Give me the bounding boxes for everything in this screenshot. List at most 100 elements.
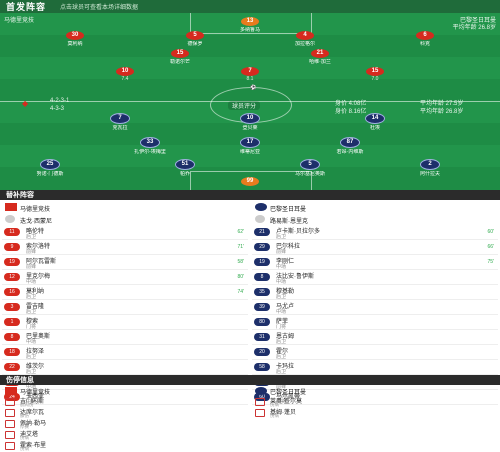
lineup-header: 首发阵容 点击球员可查看本场详细数据 xyxy=(0,0,500,13)
sub-player-row[interactable]: 39 马尤卢 中场 xyxy=(252,300,498,315)
player-name: 恩古姆 xyxy=(276,334,295,340)
injury-reason: 伤病 xyxy=(270,402,279,407)
home-coach-row[interactable]: 迭戈·西蒙尼 xyxy=(2,213,248,225)
sub-player-row[interactable]: 21 卢卡斯·贝拉尔多 后卫 60' xyxy=(252,225,498,240)
home-crest-icon xyxy=(5,387,17,395)
player-top-gk[interactable]: 13 多纳鲁马 xyxy=(220,17,280,33)
injury-reason: 伤病 xyxy=(270,413,279,418)
injury-row[interactable]: 达席尔瓦 膝伤 xyxy=(2,407,248,418)
sub-player-row[interactable]: 9 索尔洛特 前锋 71' xyxy=(2,240,248,255)
sub-player-row[interactable]: 18 拉努泽 后卫 xyxy=(2,345,248,360)
sub-player-row[interactable]: 8 法比安·鲁伊斯 中场 xyxy=(252,270,498,285)
player-position: 中场 xyxy=(26,279,37,285)
player-position: 中场 xyxy=(276,264,287,270)
home-formation: 4-2-3-1 xyxy=(50,98,70,104)
sub-player-row[interactable]: 31 恩古姆 后卫 xyxy=(252,330,498,345)
home-team-name: 马德里竞技 xyxy=(4,18,35,24)
player-name: 加拉格尔 xyxy=(294,41,315,47)
player-name: 拉努泽 xyxy=(26,349,45,355)
player-name: 索尔洛特 xyxy=(26,244,51,250)
player-number: 7 xyxy=(110,113,130,124)
player-name: 登贝莱 xyxy=(242,125,258,131)
sub-player-row[interactable]: 58 卡玛拉 后卫 xyxy=(252,360,498,375)
player-position: 后卫 xyxy=(26,354,37,360)
player-away-1[interactable]: 10 登贝莱 xyxy=(220,113,280,131)
player-position: 前锋 xyxy=(276,249,287,255)
player-position: 后卫 xyxy=(26,234,37,240)
injury-row[interactable]: 佩纳·勒马 停赛 xyxy=(2,418,248,429)
player-name: 莫利纳 xyxy=(67,41,83,47)
sub-player-row[interactable]: 1 穆索 门将 xyxy=(2,315,248,330)
player-number: 99 xyxy=(241,177,259,186)
player-home-7[interactable]: 10 7.4 xyxy=(95,67,155,82)
player-home-5[interactable]: 15 勒诺尔芒 xyxy=(150,49,210,65)
injury-row[interactable]: 基姆·蓬贝 伤病 xyxy=(252,407,498,418)
player-away-4[interactable]: 33 扎伊尔-埃梅里 xyxy=(120,137,180,155)
player-away-6[interactable]: 87 若昂·内维斯 xyxy=(320,137,380,155)
player-name: 德保罗 xyxy=(187,41,203,47)
injuries-section-header: 伤停信息 xyxy=(0,375,500,385)
sub-player-row[interactable]: 24 卡西亚 中场 xyxy=(2,390,248,405)
player-home-8[interactable]: 7 8.1 xyxy=(220,67,280,82)
player-name: 阿什拉夫 xyxy=(419,171,440,177)
player-number: 3 xyxy=(4,303,20,311)
injury-row[interactable]: 吉门内斯 肌肉伤 xyxy=(2,396,248,407)
player-name: 维茨尔 xyxy=(26,364,45,370)
sub-player-row[interactable]: 19 阿尔瓦雷斯 前锋 58' xyxy=(2,255,248,270)
injury-reason: 伤病 xyxy=(20,446,29,451)
sub-player-row[interactable]: 12 里克尔梅 中场 80' xyxy=(2,270,248,285)
player-name: 穆基勒 xyxy=(276,289,295,295)
sub-player-row[interactable]: 19 李刚仁 中场 75' xyxy=(252,255,498,270)
player-position: 后卫 xyxy=(26,309,37,315)
player-bottom-gk[interactable]: 99 xyxy=(220,177,280,186)
player-name: 霍尔 xyxy=(276,349,289,355)
player-home-6[interactable]: 21 哈维·加兰 xyxy=(290,49,350,65)
player-number: 22 xyxy=(4,363,20,371)
sub-player-row[interactable]: 11 略伦特 后卫 62' xyxy=(2,225,248,240)
player-number: 8 xyxy=(254,273,270,281)
sub-time: 62' xyxy=(237,229,244,235)
player-away-9[interactable]: 5 马尔基尼奥斯 xyxy=(280,159,340,177)
sub-player-row[interactable]: 16 莫利纳 后卫 74' xyxy=(2,285,248,300)
sub-player-row[interactable]: 35 穆基勒 后卫 xyxy=(252,285,498,300)
sub-player-row[interactable]: 60 马尔凯蒂 门将 xyxy=(252,390,498,405)
player-away-5[interactable]: 17 维蒂尼亚 xyxy=(220,137,280,155)
player-home-9[interactable]: 15 7.0 xyxy=(345,67,405,82)
player-name: 巴里奥斯 xyxy=(26,334,51,340)
player-position: 门将 xyxy=(276,399,287,405)
player-home-1[interactable]: 30 莫利纳 xyxy=(45,31,105,47)
away-crest-icon xyxy=(255,387,267,395)
injury-row[interactable]: 莱奥·查尔莫 伤病 xyxy=(252,396,498,407)
player-number: 4 xyxy=(296,31,314,40)
sub-player-row[interactable]: 22 维茨尔 后卫 xyxy=(2,360,248,375)
sub-player-row[interactable]: 3 雷吉隆 后卫 xyxy=(2,300,248,315)
player-away-10[interactable]: 2 阿什拉夫 xyxy=(400,159,460,177)
player-name: 法比安·鲁伊斯 xyxy=(276,274,314,280)
away-coach-row[interactable]: 路易斯·恩里克 xyxy=(252,213,498,225)
sub-player-row[interactable]: 80 萨菲 门将 xyxy=(252,315,498,330)
player-away-2[interactable]: 7 克瓦拉 xyxy=(90,113,150,131)
player-number: 30 xyxy=(66,31,84,40)
player-home-3[interactable]: 4 加拉格尔 xyxy=(275,31,335,47)
player-number: 10 xyxy=(240,113,260,124)
player-away-8[interactable]: 51 帕乔 xyxy=(155,159,215,177)
coach-name: 路易斯·恩里克 xyxy=(270,219,308,225)
sub-player-row[interactable]: 8 巴里奥斯 中场 xyxy=(2,330,248,345)
player-name: 迪艾塔 xyxy=(20,432,39,438)
player-position: 后卫 xyxy=(276,354,287,360)
player-name: 哈维·加兰 xyxy=(309,59,331,65)
player-home-2[interactable]: 5 德保罗 xyxy=(165,31,225,47)
player-away-3[interactable]: 14 杜埃 xyxy=(345,113,405,131)
sub-player-row[interactable]: 20 霍尔 后卫 xyxy=(252,345,498,360)
sub-player-row[interactable]: 29 巴尔科拉 前锋 66' xyxy=(252,240,498,255)
player-home-4[interactable]: 6 科克 xyxy=(395,31,455,47)
player-name: 基姆·蓬贝 xyxy=(270,410,296,416)
player-number: 29 xyxy=(254,243,270,251)
player-position: 后卫 xyxy=(26,294,37,300)
player-number: 11 xyxy=(4,228,20,236)
player-number: 51 xyxy=(175,159,195,170)
injury-row[interactable]: 迪艾塔 伤病 xyxy=(2,429,248,440)
player-away-7[interactable]: 25 努诺·门德斯 xyxy=(20,159,80,177)
sub-time: 71' xyxy=(237,244,244,250)
injury-row[interactable]: 霍索·布里 伤病 xyxy=(2,440,248,451)
